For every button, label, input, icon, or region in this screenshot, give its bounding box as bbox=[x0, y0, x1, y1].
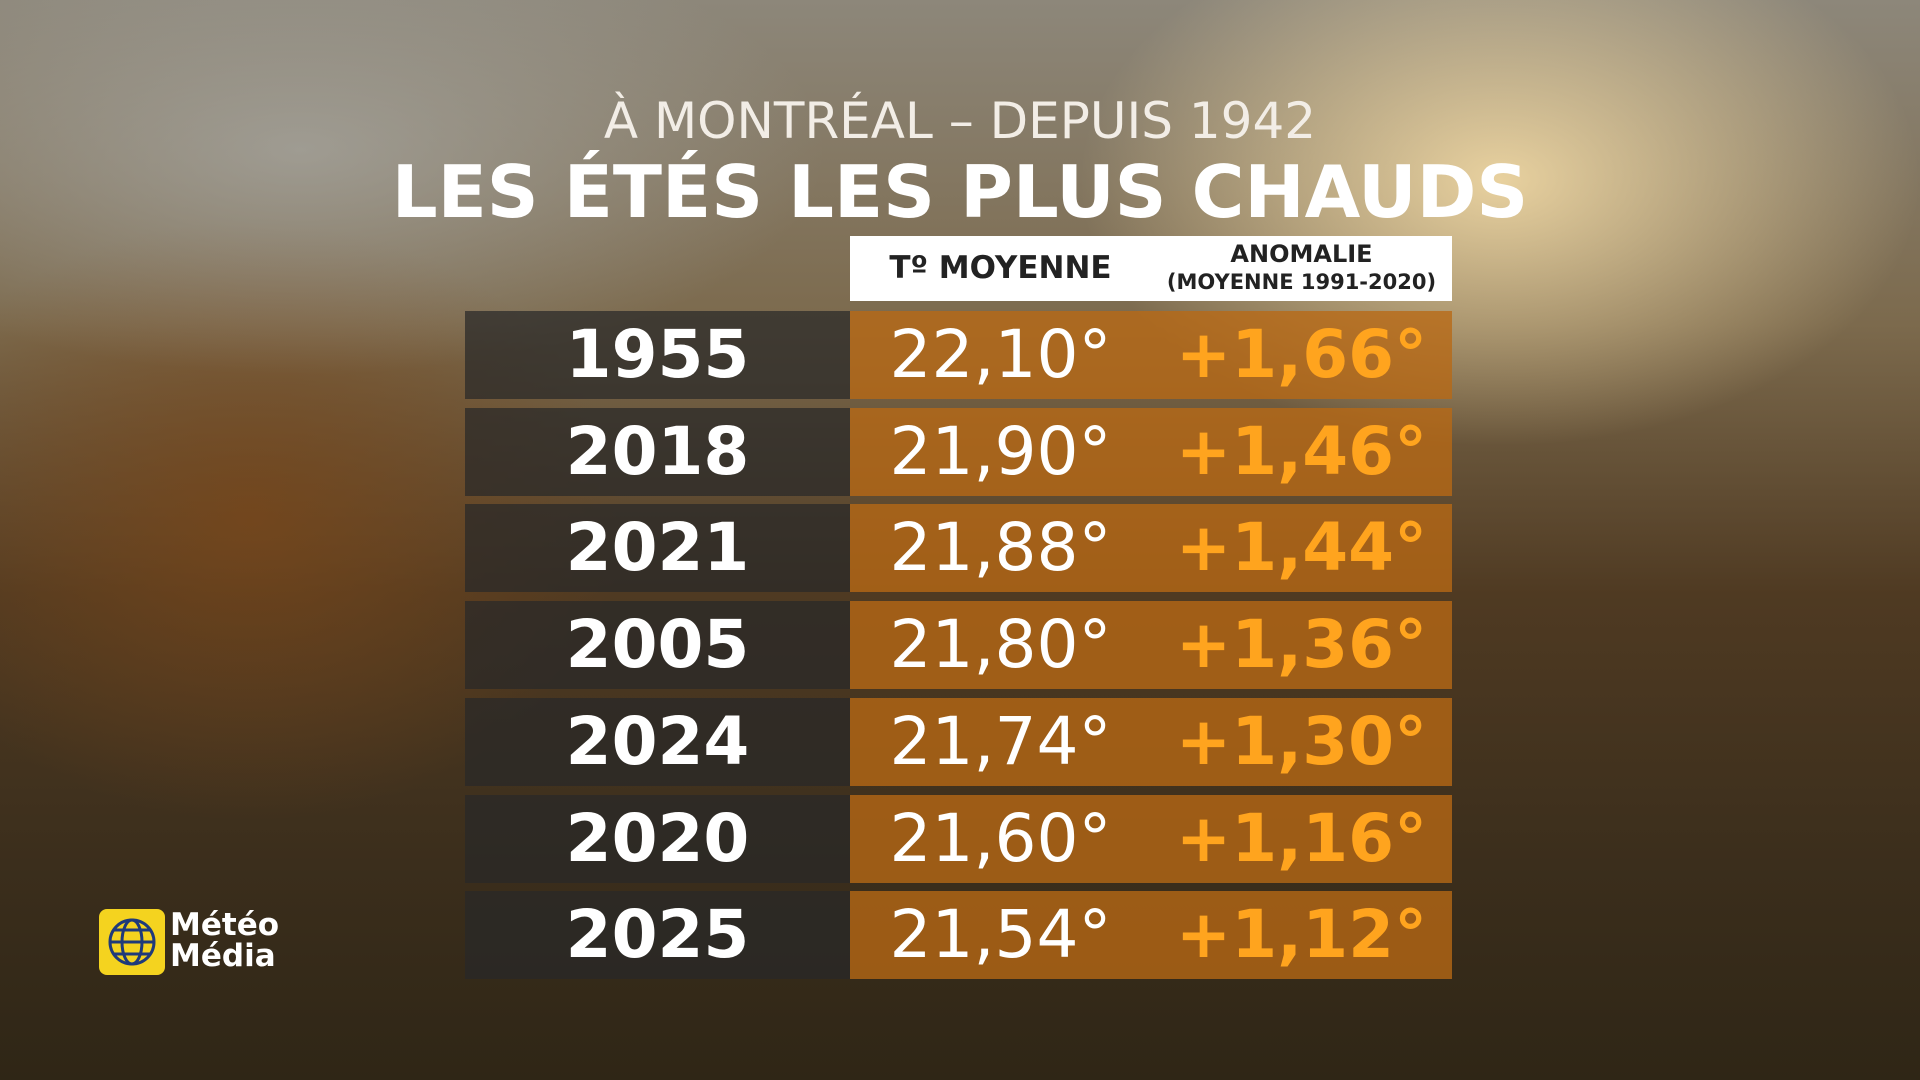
column-header: ANOMALIE (MOYENNE 1991-2020) bbox=[1151, 240, 1452, 296]
column-label: ANOMALIE bbox=[1230, 240, 1373, 268]
logo-line: Média bbox=[170, 938, 276, 974]
subtitle: À MONTRÉAL – DEPUIS 1942 bbox=[603, 92, 1317, 150]
temperature-cell: 21,74° bbox=[850, 697, 1151, 786]
table-header: Tº MOYENNE ANOMALIE (MOYENNE 1991-2020) bbox=[850, 236, 1452, 301]
column-header: Tº MOYENNE bbox=[889, 250, 1112, 286]
title: LES ÉTÉS LES PLUS CHAUDS bbox=[391, 150, 1529, 234]
table-row: 2018 21,90° +1,46° bbox=[465, 407, 1452, 496]
table-row: 2025 21,54° +1,12° bbox=[465, 891, 1452, 980]
year-cell: 2021 bbox=[465, 504, 850, 593]
temperature-cell: 21,90° bbox=[850, 407, 1151, 496]
year-cell: 1955 bbox=[465, 311, 850, 399]
year-cell: 2020 bbox=[465, 794, 850, 883]
logo: Météo Média bbox=[98, 908, 279, 980]
temperature-cell: 21,60° bbox=[850, 794, 1151, 883]
anomaly-cell: +1,30° bbox=[1151, 697, 1452, 786]
year-cell: 2024 bbox=[465, 697, 850, 786]
anomaly-cell: +1,66° bbox=[1151, 311, 1452, 399]
table-row: 2021 21,88° +1,44° bbox=[465, 504, 1452, 593]
logo-line: Météo bbox=[170, 907, 280, 943]
anomaly-cell: +1,44° bbox=[1151, 504, 1452, 593]
table-row: 2024 21,74° +1,30° bbox=[465, 697, 1452, 786]
logo-text: Météo Média bbox=[170, 910, 279, 972]
anomaly-cell: +1,16° bbox=[1151, 794, 1452, 883]
temperature-cell: 21,80° bbox=[850, 601, 1151, 690]
anomaly-cell: +1,46° bbox=[1151, 407, 1452, 496]
column-note: (MOYENNE 1991-2020) bbox=[1166, 270, 1437, 294]
table-row: 2005 21,80° +1,36° bbox=[465, 601, 1452, 690]
logo-icon bbox=[99, 909, 165, 975]
anomaly-cell: +1,12° bbox=[1151, 891, 1452, 980]
table-row: 2020 21,60° +1,16° bbox=[465, 794, 1452, 883]
temperature-cell: 21,88° bbox=[850, 504, 1151, 593]
year-cell: 2005 bbox=[465, 601, 850, 690]
year-cell: 2018 bbox=[465, 407, 850, 496]
table-row: 1955 22,10° +1,66° bbox=[465, 311, 1452, 399]
temperature-cell: 21,54° bbox=[850, 891, 1151, 980]
temperature-cell: 22,10° bbox=[850, 311, 1151, 399]
anomaly-cell: +1,36° bbox=[1151, 601, 1452, 690]
year-cell: 2025 bbox=[465, 891, 850, 980]
